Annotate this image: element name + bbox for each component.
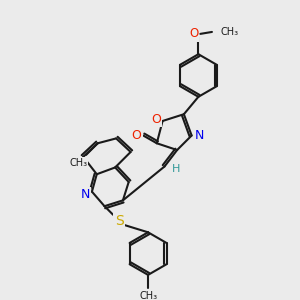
Text: O: O	[131, 129, 141, 142]
Text: N: N	[195, 129, 204, 142]
Text: O: O	[151, 112, 161, 126]
Text: N: N	[80, 188, 90, 201]
Text: CH₃: CH₃	[139, 291, 157, 300]
Text: CH₃: CH₃	[221, 27, 239, 37]
Text: S: S	[115, 214, 123, 228]
Text: O: O	[189, 27, 198, 40]
Text: CH₃: CH₃	[69, 158, 87, 168]
Text: H: H	[172, 164, 180, 174]
